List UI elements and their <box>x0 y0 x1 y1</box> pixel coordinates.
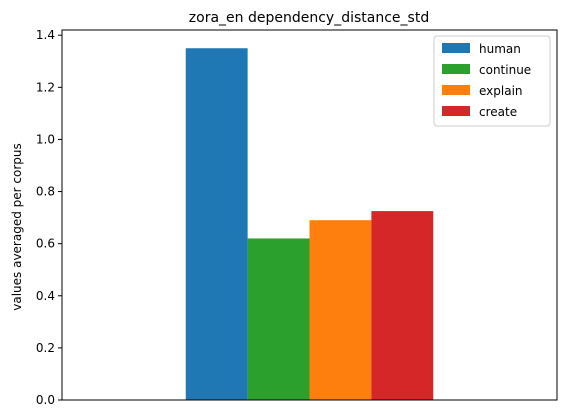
legend-swatch-create <box>442 106 470 116</box>
bars-group <box>185 48 434 400</box>
bar-human <box>185 48 248 400</box>
legend-swatch-continue <box>442 64 470 74</box>
plot-frame <box>61 29 558 401</box>
legend-label-create: create <box>479 105 517 119</box>
legend-label-continue: continue <box>479 63 531 77</box>
y-tick-label: 1.0 <box>36 132 55 146</box>
y-axis-label: values averaged per corpus <box>10 143 24 311</box>
bar-explain <box>309 220 372 400</box>
legend-swatch-explain <box>442 85 470 95</box>
legend: human continue explain create <box>433 35 551 127</box>
chart-title: zora_en dependency_distance_std <box>189 10 429 26</box>
bar-continue <box>247 238 310 400</box>
y-tick-label: 0.0 <box>36 393 55 407</box>
y-tick-label: 1.4 <box>36 28 55 42</box>
y-tick-label: 0.4 <box>36 289 55 303</box>
legend-box <box>433 35 551 127</box>
y-tick-label: 0.6 <box>36 237 55 251</box>
y-tick-label: 0.8 <box>36 185 55 199</box>
legend-label-explain: explain <box>479 84 523 98</box>
y-axis-ticks: 0.0 0.2 0.4 0.6 0.8 1.0 1.2 1.4 <box>36 28 62 407</box>
y-tick-label: 1.2 <box>36 80 55 94</box>
legend-label-human: human <box>479 42 521 56</box>
bar-create <box>371 211 434 400</box>
legend-swatch-human <box>442 43 470 53</box>
y-tick-label: 0.2 <box>36 341 55 355</box>
